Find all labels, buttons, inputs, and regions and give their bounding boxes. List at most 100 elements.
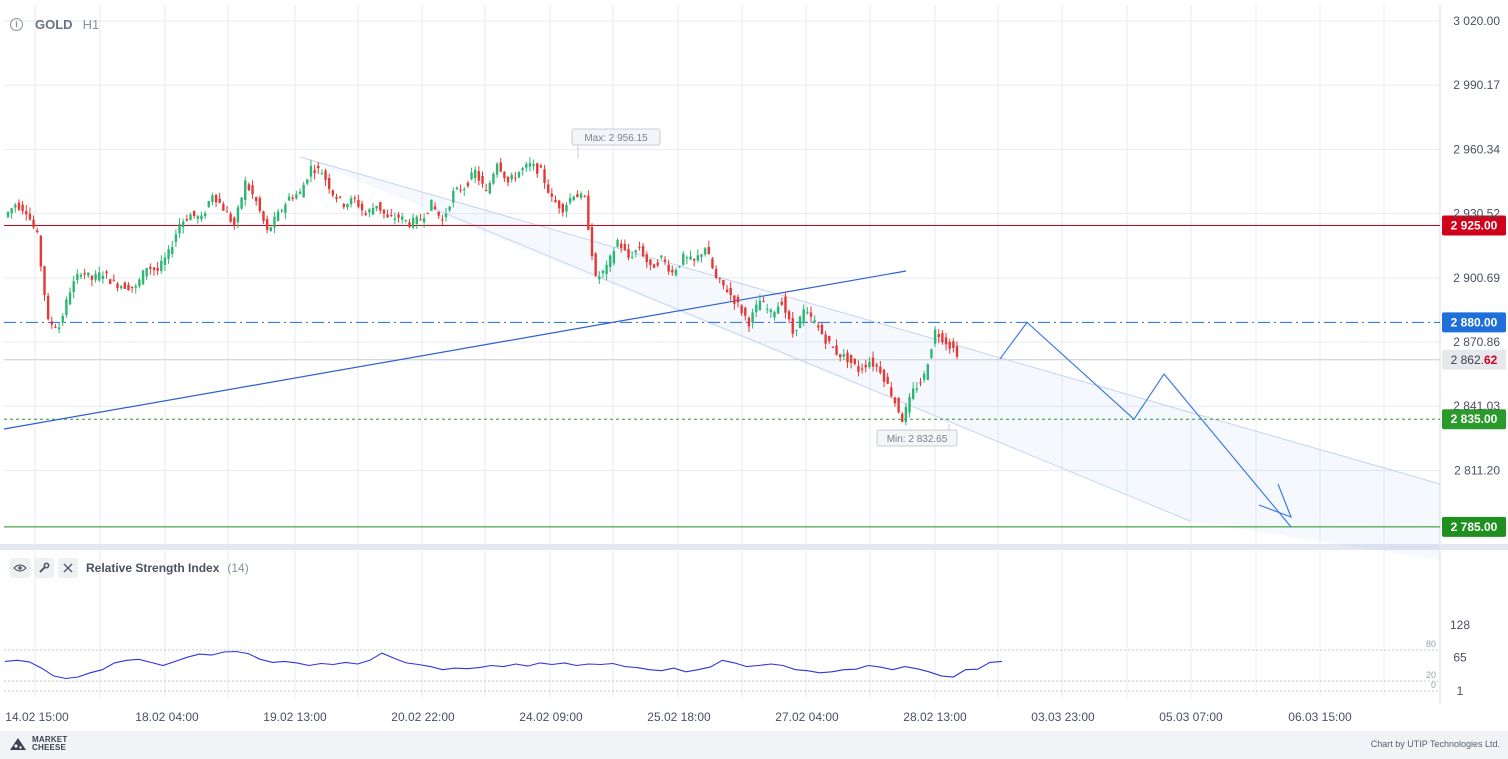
candle-body [583, 196, 586, 198]
candle-body [200, 215, 203, 220]
candle-body [295, 194, 298, 199]
candle-body [320, 173, 324, 175]
candle-body [182, 221, 185, 228]
time-tick-label: 19.02 13:00 [263, 710, 327, 724]
candle-body [733, 295, 736, 304]
candle-body [76, 274, 79, 280]
price-tick-label: 2 811.20 [1454, 463, 1500, 477]
candle-body [101, 275, 105, 280]
candle-body [222, 204, 225, 211]
candle-body [371, 207, 375, 215]
candle-body [696, 255, 700, 261]
candle-body [700, 254, 703, 257]
candle-body [43, 266, 46, 295]
forecast-path [999, 321, 1293, 528]
chart-credit: Chart by UTIP Technologies Ltd. [1370, 739, 1500, 749]
candle-body [616, 239, 619, 247]
candle-body [674, 270, 678, 276]
candle-body [915, 388, 919, 390]
candle-body [926, 364, 929, 380]
candle-body [10, 208, 13, 214]
candle-body [612, 251, 616, 264]
candle-body [474, 169, 477, 179]
candle-body [273, 216, 276, 228]
candle-body [762, 301, 765, 303]
candle-body [802, 309, 805, 322]
trendline [3, 270, 907, 430]
candle-body [922, 373, 926, 380]
candle-body [452, 190, 455, 203]
time-tick-label: 06.03 15:00 [1288, 710, 1352, 724]
candle-body [634, 250, 637, 253]
wrench-icon[interactable] [34, 558, 54, 578]
candle-body [349, 198, 353, 205]
candle-body [521, 168, 524, 171]
candle-body [871, 357, 875, 367]
eye-icon[interactable] [10, 558, 30, 578]
candle-body [813, 320, 816, 323]
candle-body [338, 196, 342, 198]
info-icon[interactable]: i [10, 17, 23, 31]
candle-body [152, 267, 156, 270]
candle-body [262, 211, 265, 222]
current-price-tag [1442, 349, 1506, 370]
candle-body [433, 206, 437, 210]
candle-body [65, 299, 68, 315]
candle-body [506, 176, 510, 183]
candle-body [317, 165, 320, 169]
candle-body [189, 214, 192, 221]
forecast-line [999, 321, 1292, 528]
candle-body [933, 329, 937, 344]
candle-body [178, 223, 181, 234]
candle-body [663, 259, 667, 262]
candle-body [481, 175, 484, 184]
candle-body [335, 197, 338, 199]
candle-body [375, 205, 378, 209]
candle-body [831, 346, 835, 348]
candle-body [806, 311, 809, 313]
price-levels: 2 925.00 2 880.00 2 835.00 2 785.00 [4, 215, 1506, 537]
candle-body [514, 177, 517, 179]
candle-body [50, 321, 53, 325]
candle-body [620, 243, 623, 249]
candle-body [229, 213, 232, 222]
rsi-tick-label: 128 [1450, 618, 1470, 632]
candle-body [543, 169, 546, 183]
candle-body [941, 333, 944, 343]
candle-body [141, 270, 145, 285]
candle-body [587, 195, 590, 230]
candle-body [251, 185, 254, 195]
level-price-tag [1442, 215, 1506, 236]
candle-body [649, 259, 652, 265]
candle-body [722, 280, 725, 286]
candle-body [87, 272, 90, 276]
candle-body [160, 260, 163, 272]
candle-body [109, 279, 112, 285]
time-axis[interactable]: 14.02 15:00 18.02 04:00 19.02 13:00 20.02 2… [5, 710, 1352, 724]
candle-body [860, 368, 864, 370]
close-icon[interactable] [58, 558, 78, 578]
candle-body [685, 257, 689, 259]
candle-body [448, 206, 451, 211]
level-price-label: 2 785.00 [1451, 520, 1498, 534]
candle-body [233, 217, 236, 226]
level-price-tag [1442, 312, 1506, 333]
candle-body [105, 271, 108, 274]
candle-body [536, 163, 539, 174]
time-tick-label: 05.03 07:00 [1159, 710, 1223, 724]
candle-body [415, 216, 418, 225]
candle-body [196, 216, 199, 219]
candle-body [54, 326, 57, 328]
candle-body [477, 171, 481, 181]
candle-body [83, 273, 86, 275]
candle-body [437, 211, 440, 216]
candle-body [645, 254, 648, 263]
candle-body [627, 248, 630, 258]
candle-body [711, 258, 714, 269]
candle-body [236, 207, 240, 223]
price-axis[interactable]: 3 020.00 2 990.17 2 960.34 2 930.52 2 900.69… [1442, 14, 1506, 477]
candle-body [707, 246, 710, 255]
candle-body [846, 352, 849, 363]
price-tick-label: 2 870.86 [1453, 335, 1500, 349]
